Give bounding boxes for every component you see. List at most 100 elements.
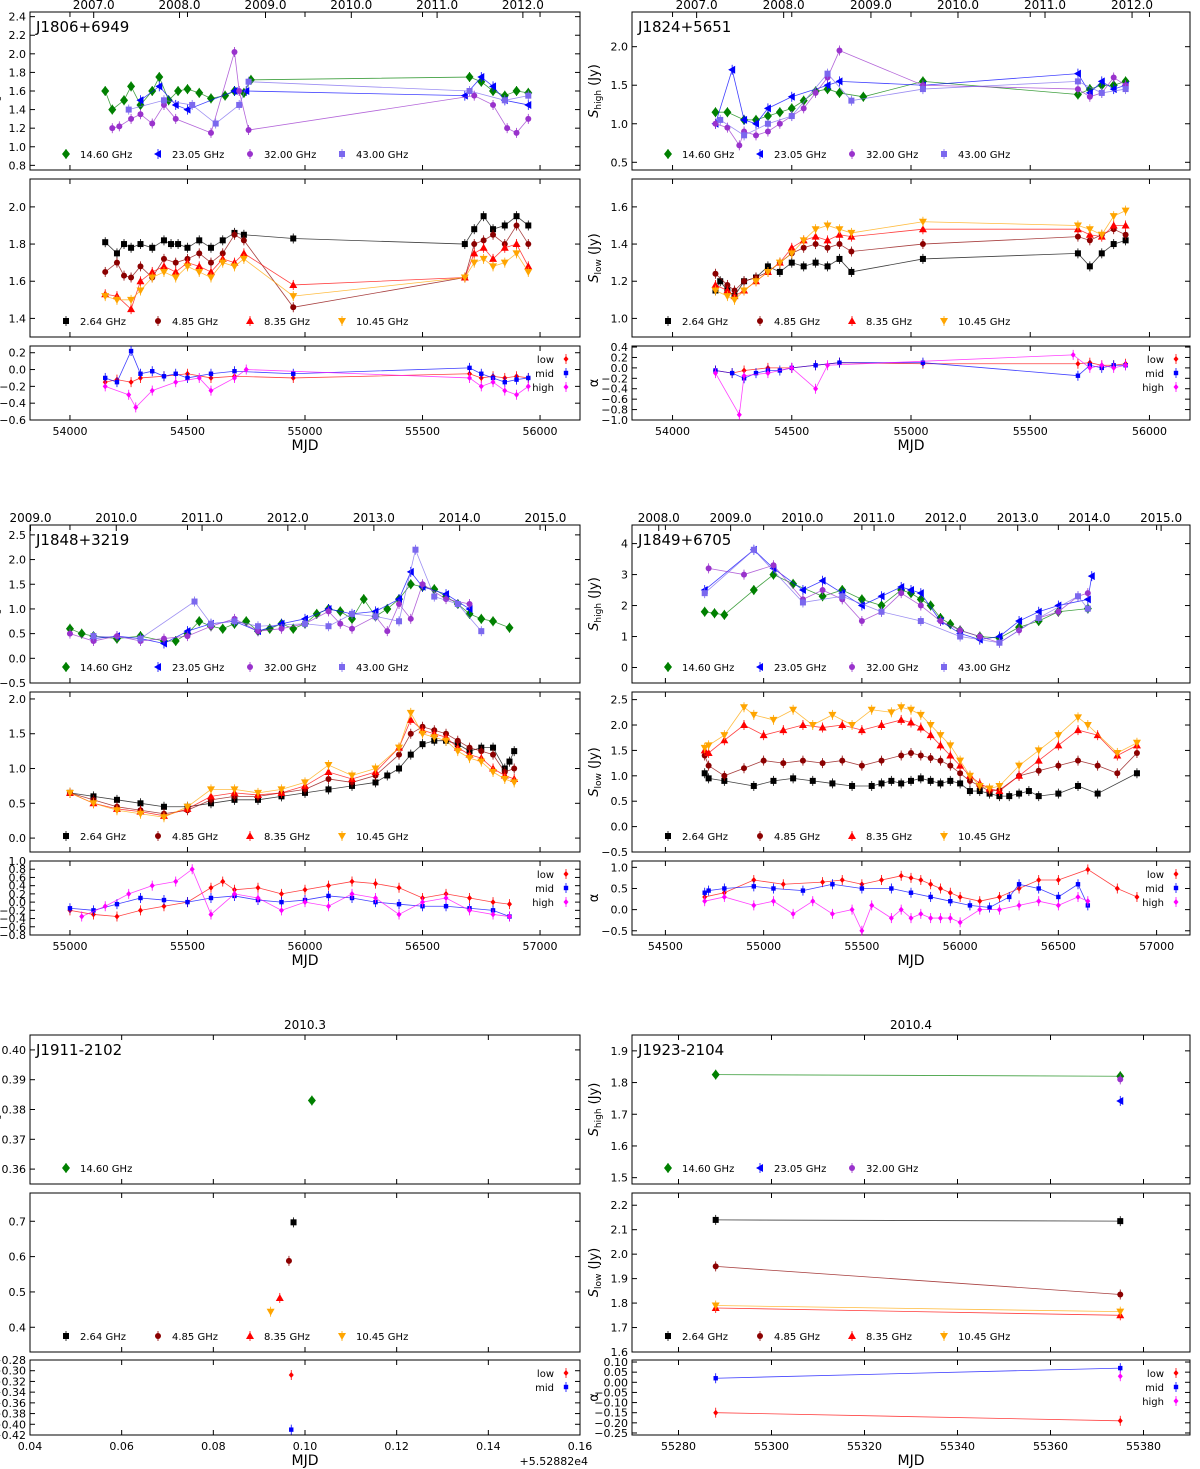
top-axis-label: 2009.0 (850, 0, 892, 12)
legend-marker (757, 318, 763, 324)
data-point (1117, 1373, 1123, 1380)
data-point (239, 249, 248, 257)
data-point (183, 84, 192, 95)
y-tick-label: 2.0 (9, 48, 27, 61)
data-point (149, 244, 156, 251)
y-tick-label: 1.6 (611, 201, 629, 214)
data-point (301, 779, 309, 787)
data-point (173, 379, 179, 386)
data-point (848, 268, 855, 275)
data-point (787, 243, 796, 251)
data-point (128, 348, 134, 354)
legend-marker (664, 662, 672, 672)
y-tick-label: 0.8 (9, 863, 27, 876)
y-tick-label: 0.39 (2, 1074, 27, 1087)
data-point (478, 748, 485, 755)
data-point (736, 411, 742, 418)
data-point (926, 731, 935, 739)
series-43.00 GHz (701, 544, 1091, 648)
data-point (206, 274, 215, 282)
data-point (713, 1409, 719, 1416)
legend-marker (941, 151, 947, 157)
chart-J1824+5651: 2007.0 2008.0 2009.0 2010.0 2011.0 2012.0 0.5 1… (587, 0, 1191, 454)
data-point (114, 913, 120, 920)
y-label-subscript: high (594, 603, 604, 623)
data-point (160, 97, 167, 104)
data-point (406, 715, 415, 723)
data-point (946, 742, 955, 750)
data-point (442, 737, 451, 745)
data-point (501, 97, 508, 104)
data-point (372, 779, 379, 786)
y-label-s: S (587, 274, 602, 282)
data-point (208, 911, 214, 918)
panel-alpha: −0.42−0.40−0.38−0.36−0.34−0.32−0.30−0.28… (0, 1354, 592, 1469)
data-point (839, 593, 846, 600)
legend-marker (1173, 370, 1179, 376)
y-tick-label: 1 (621, 631, 628, 644)
data-point (857, 726, 866, 734)
y-tick-label: −0.15 (594, 1407, 628, 1420)
panel-low: 1.6 1.7 1.8 1.9 2.0 2.1 2.2 Slow (Jy) 2.64 GHz 4.… (587, 1192, 1191, 1359)
legend-label: low (1147, 1369, 1164, 1380)
data-point (396, 765, 403, 772)
data-point (112, 296, 121, 304)
top-axis-label: 2014.0 (439, 511, 481, 525)
top-axis-label: 2008.0 (158, 0, 200, 12)
data-point (878, 757, 885, 764)
data-point (957, 770, 964, 777)
legend-marker (940, 1333, 948, 1340)
data-point (966, 777, 973, 784)
data-point (231, 48, 238, 55)
data-point (471, 92, 478, 99)
data-point (705, 565, 712, 572)
data-point (466, 601, 473, 607)
data-point (442, 590, 450, 599)
legend-marker (338, 833, 346, 840)
data-point (937, 757, 944, 764)
data-point (372, 613, 379, 620)
data-point (253, 789, 262, 797)
data-point (65, 789, 74, 797)
legend-label: 2.64 GHz (682, 832, 728, 843)
series-high (79, 864, 512, 922)
data-point (967, 903, 973, 908)
data-point (289, 280, 298, 288)
data-point (242, 87, 250, 95)
y-tick-label: 0.40 (2, 1044, 27, 1057)
y-tick-label: 0.5 (9, 797, 27, 810)
x-axis-label: MJD (292, 1453, 319, 1469)
data-point (1086, 93, 1093, 100)
data-point (513, 213, 520, 220)
data-point (384, 628, 391, 635)
data-point (195, 616, 204, 627)
data-point (466, 744, 473, 751)
x-tick-label: 0.16 (568, 1440, 593, 1453)
y-tick-label: −0.2 (0, 904, 26, 917)
data-point (506, 758, 513, 765)
data-point (879, 877, 885, 884)
data-point (514, 391, 520, 398)
data-point (858, 618, 865, 625)
x-axis-label: MJD (292, 953, 319, 969)
data-point (702, 890, 707, 895)
top-axis-label: 2008.0 (638, 511, 680, 525)
data-point (159, 262, 168, 270)
data-point (1116, 1096, 1124, 1105)
series-10.45 GHz (711, 1300, 1125, 1317)
data-point (812, 89, 819, 96)
y-tick-label: 1.0 (611, 312, 629, 325)
series-low (713, 1407, 1123, 1426)
data-point (512, 250, 521, 258)
data-point (513, 222, 520, 229)
data-point (479, 243, 488, 251)
panel-frame (631, 524, 1191, 684)
data-point (285, 1257, 292, 1264)
data-point (159, 814, 168, 822)
data-point (302, 886, 308, 893)
data-point (780, 881, 786, 888)
data-point (907, 718, 915, 726)
data-point (836, 241, 843, 248)
data-point (278, 625, 285, 632)
series-line (104, 76, 529, 111)
